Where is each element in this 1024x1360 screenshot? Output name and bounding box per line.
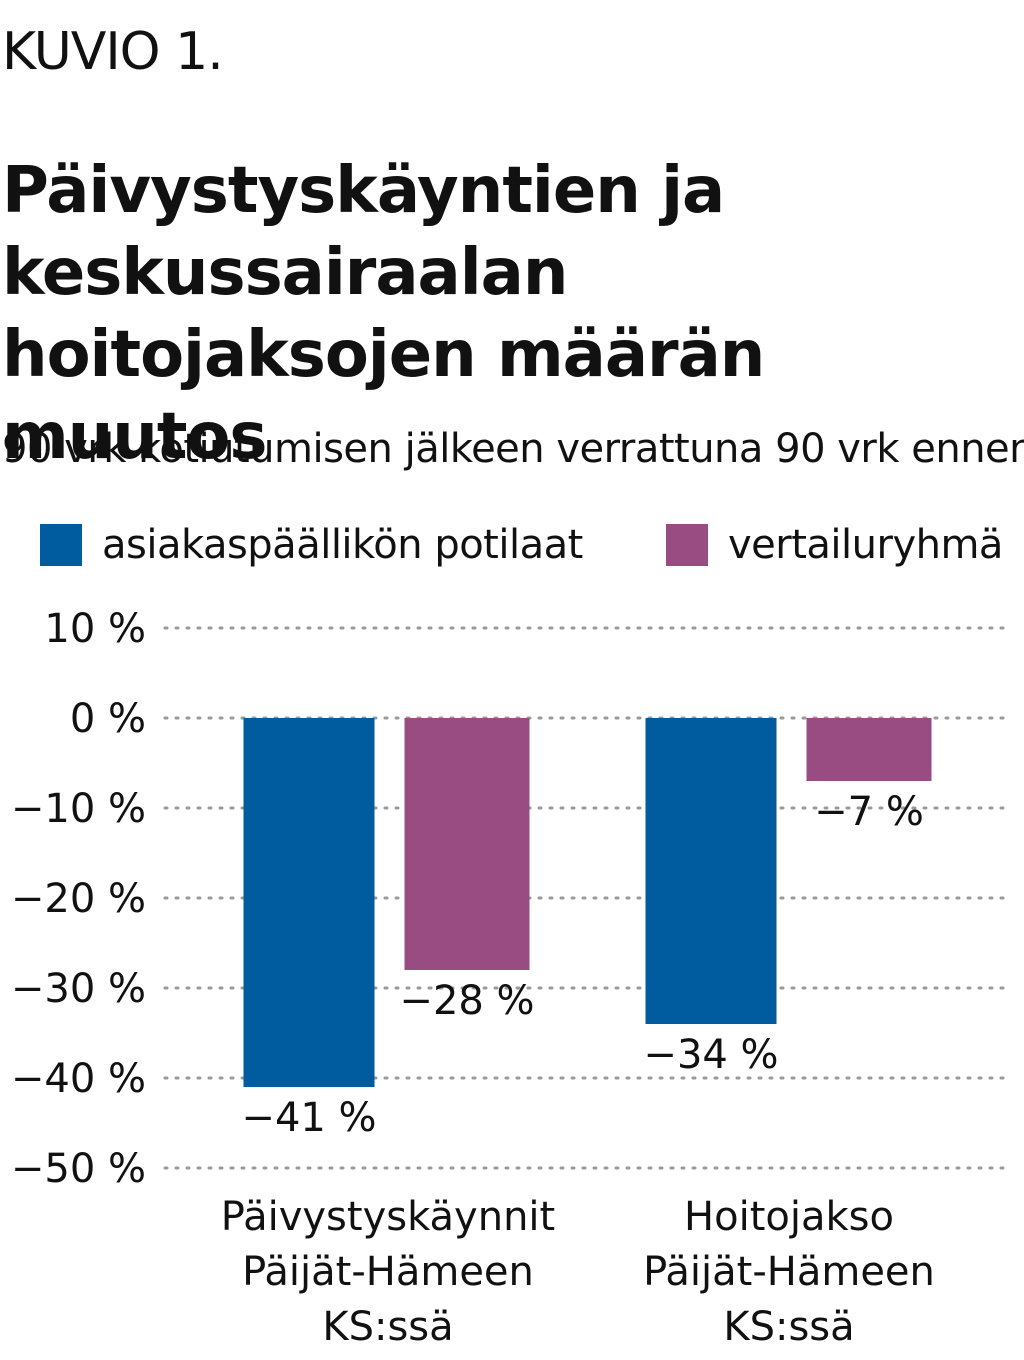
legend-item-asiakaspaallikon-potilaat: asiakaspäällikön potilaat	[40, 522, 583, 568]
legend-swatch-purple	[666, 524, 708, 566]
y-tick-label: −30 %	[11, 966, 146, 1012]
bar-chart: 10 % 0 % −10 % −20 % −30 % −40 % −50 % −41 % −28…	[11, 606, 1012, 1350]
figure-label: KUVIO 1.	[2, 22, 224, 82]
y-tick-label: 0 %	[70, 696, 146, 742]
category-label: KS:ssä	[723, 1304, 854, 1350]
y-tick-label: −50 %	[11, 1146, 146, 1192]
legend: asiakaspäällikön potilaat vertailuryhmä	[0, 522, 1024, 578]
y-tick-label: −20 %	[11, 876, 146, 922]
y-tick-label: −40 %	[11, 1056, 146, 1102]
legend-swatch-blue	[40, 524, 82, 566]
category-label: Hoitojakso	[684, 1194, 894, 1240]
bar	[645, 718, 777, 1024]
data-label: −41 %	[241, 1095, 376, 1141]
bar	[404, 718, 530, 970]
bar	[806, 718, 932, 781]
y-tick-label: 10 %	[44, 606, 146, 652]
data-label: −28 %	[399, 978, 534, 1024]
chart-subtitle: 90 vrk kotiutumisen jälkeen verrattuna 9…	[2, 426, 1024, 472]
category-label: KS:ssä	[322, 1304, 453, 1350]
category-label: Päijät-Hämeen	[643, 1249, 935, 1295]
legend-label: asiakaspäällikön potilaat	[102, 522, 583, 568]
category-label: Päijät-Hämeen	[242, 1249, 534, 1295]
chart-title: Päivystyskäyntien ja keskussairaalan hoi…	[2, 154, 765, 474]
data-label: −34 %	[643, 1032, 778, 1078]
bar	[243, 718, 375, 1087]
category-label: Päivystyskäynnit	[221, 1194, 555, 1240]
data-label: −7 %	[814, 789, 924, 835]
y-tick-label: −10 %	[11, 786, 146, 832]
legend-item-vertailuryhma: vertailuryhmä	[666, 522, 1003, 568]
legend-label: vertailuryhmä	[728, 522, 1003, 568]
